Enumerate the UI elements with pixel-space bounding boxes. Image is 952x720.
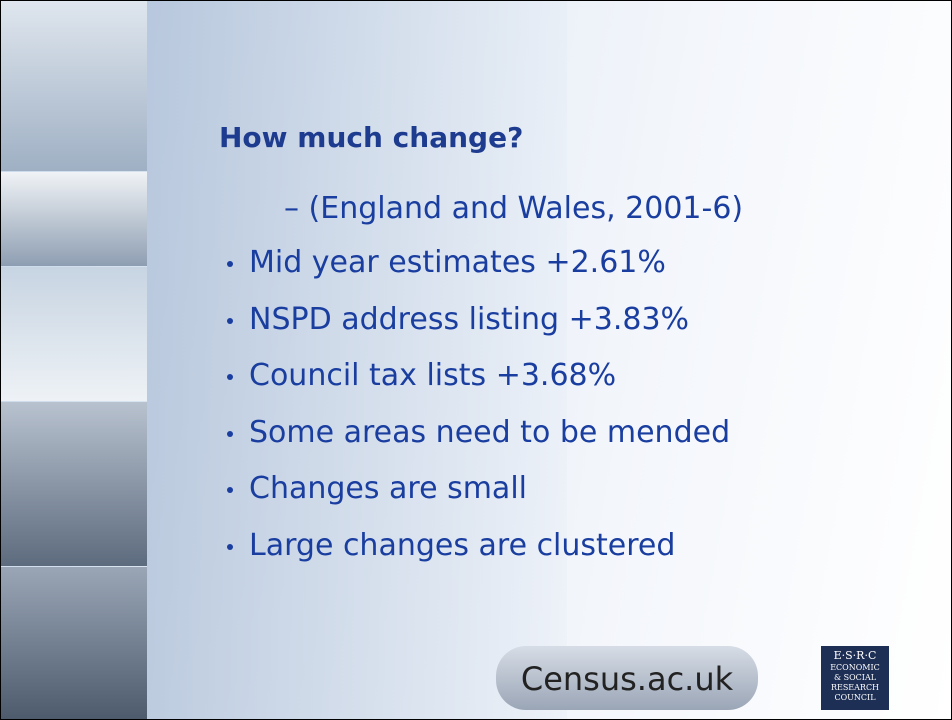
bullet-text: Some areas need to be mended bbox=[249, 414, 731, 450]
esrc-logo-text: & SOCIAL bbox=[833, 673, 877, 682]
photo-panel bbox=[1, 567, 147, 719]
photo-panel bbox=[1, 267, 147, 401]
subtitle: – (England and Wales, 2001-6) bbox=[284, 191, 744, 226]
esrc-logo-text: ECONOMIC bbox=[830, 663, 880, 672]
bullet-text: Council tax lists +3.68% bbox=[249, 358, 617, 393]
census-logo: Census.ac.uk bbox=[496, 646, 758, 710]
census-logo-text: Census.ac.uk bbox=[520, 660, 734, 698]
esrc-logo-text: RESEARCH bbox=[830, 683, 880, 692]
bullet-item: Mid year estimates +2.61% bbox=[227, 241, 730, 298]
slide-title: How much change? bbox=[219, 121, 524, 154]
bullet-list: Mid year estimates +2.61% NSPD address li… bbox=[227, 241, 730, 580]
bullet-item: NSPD address listing +3.83% bbox=[227, 298, 730, 355]
bullet-item: Some areas need to be mended bbox=[227, 411, 730, 468]
bullet-text: Large changes are clustered bbox=[249, 527, 676, 563]
bullet-text: NSPD address listing +3.83% bbox=[249, 301, 690, 337]
bullet-text: Mid year estimates +2.61% bbox=[249, 245, 666, 280]
bullet-dot bbox=[227, 543, 233, 550]
bullet-item: Large changes are clustered bbox=[227, 524, 730, 581]
esrc-logo-text: E·S·R·C bbox=[833, 649, 877, 662]
photo-panel bbox=[1, 172, 147, 266]
esrc-logo: E·S·R·C ECONOMIC & SOCIAL RESEARCH COUNCIL bbox=[821, 646, 889, 710]
bullet-item: Council tax lists +3.68% bbox=[227, 354, 730, 411]
bullet-dot bbox=[227, 430, 233, 437]
bullet-item: Changes are small bbox=[227, 467, 730, 524]
bullet-dot bbox=[227, 374, 233, 380]
photo-panel bbox=[1, 1, 147, 171]
bullet-dot bbox=[227, 487, 233, 493]
bullet-dot bbox=[227, 317, 233, 324]
bullet-dot bbox=[227, 261, 233, 267]
background-photo bbox=[147, 1, 567, 719]
bullet-text: Changes are small bbox=[249, 471, 527, 506]
esrc-logo-text: COUNCIL bbox=[834, 693, 876, 702]
photo-panel bbox=[1, 402, 147, 566]
